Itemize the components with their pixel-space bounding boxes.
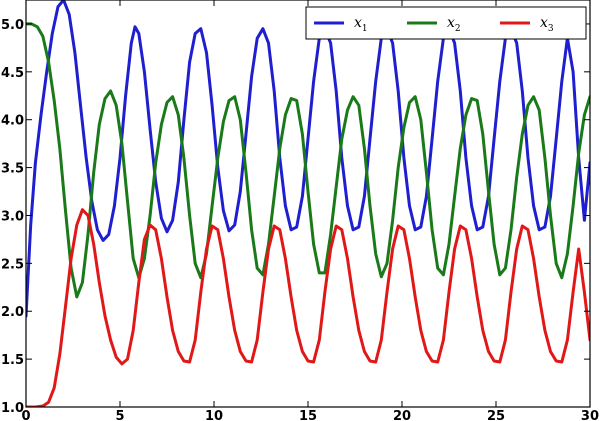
y-tick-label: 4.5 <box>1 66 24 81</box>
y-tick-label: 1.0 <box>1 401 24 416</box>
y-tick-label: 4.0 <box>1 114 24 129</box>
legend: x1 x2 x3 <box>305 6 587 40</box>
x-tick-label: 10 <box>205 409 223 421</box>
x-tick-label: 25 <box>487 409 505 421</box>
y-tick-label: 3.5 <box>1 162 24 177</box>
y-tick-label: 1.5 <box>1 353 24 368</box>
series-line-x2 <box>26 22 590 299</box>
x-tick-label: 30 <box>581 409 599 421</box>
series-layer <box>26 0 590 407</box>
y-tick-label: 3.0 <box>1 209 24 224</box>
legend-label-subscript: 1 <box>362 24 368 34</box>
x-tick-label: 20 <box>393 409 411 421</box>
x-tick-label: 0 <box>21 409 30 421</box>
x-tick-label: 5 <box>115 409 124 421</box>
series-line-x3 <box>26 208 590 407</box>
legend-label-subscript: 3 <box>548 24 554 34</box>
y-tick-label: 2.5 <box>1 257 24 272</box>
legend-label-subscript: 2 <box>455 24 461 34</box>
y-tick-label: 5.0 <box>1 18 24 33</box>
y-tick-label: 2.0 <box>1 305 24 320</box>
legend-frame <box>305 6 587 40</box>
x-tick-label: 15 <box>299 409 317 421</box>
